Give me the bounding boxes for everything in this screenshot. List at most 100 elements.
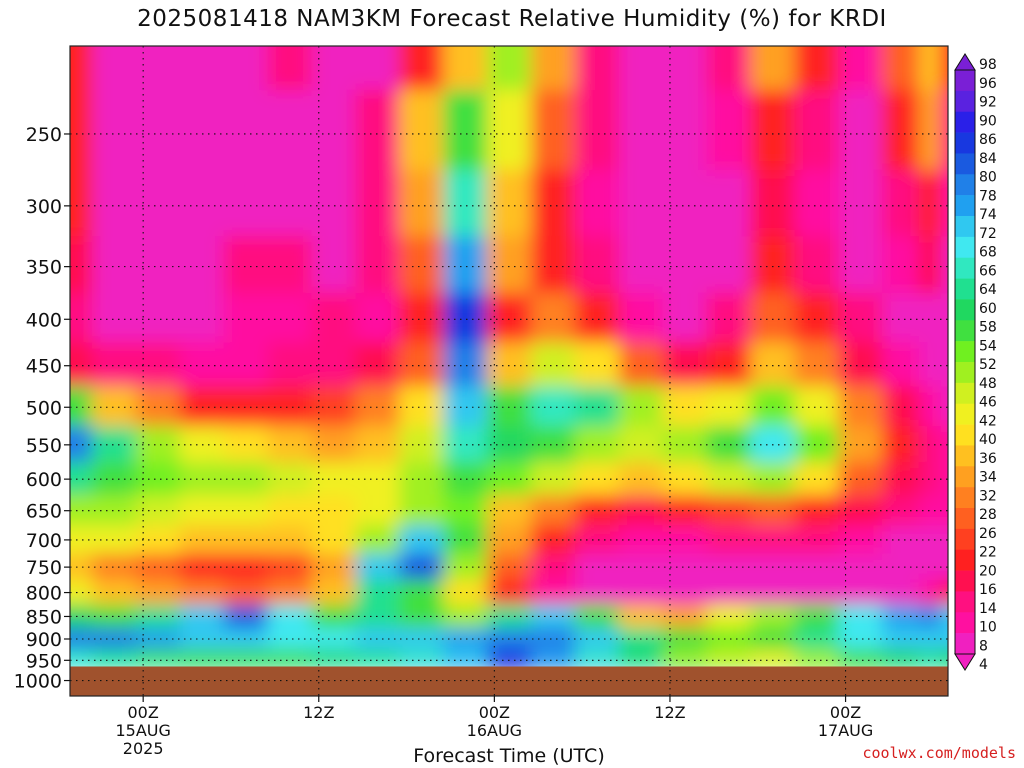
rh-cell [574,494,620,526]
rh-cell [399,627,444,651]
rh-cell [706,292,751,343]
rh-cell [794,169,839,237]
rh-cell [882,579,920,606]
rh-cell [355,426,400,463]
y-tick-label: 800 [26,583,62,605]
rh-cell [70,663,93,670]
rh-cell [267,46,312,91]
colorbar-label: 52 [979,357,997,373]
colorbar-label: 34 [979,470,997,486]
rh-cell [135,342,181,387]
rh-cell [940,553,948,581]
colorbar-label: 86 [979,132,997,148]
colorbar-bottom-arrow [954,653,976,671]
rh-cell [918,46,942,91]
rh-cell [838,342,883,387]
rh-cell [135,169,181,237]
rh-cell [530,46,576,91]
rh-cell [311,461,356,496]
y-tick-label: 650 [26,501,62,523]
rh-cell [443,494,488,526]
rh-cell [355,46,400,91]
colorbar-swatch [955,195,975,217]
pressure-axis: 2503003504004505005506006507007508008509… [14,124,70,693]
rh-cell [399,236,444,294]
rh-cell [355,663,400,670]
rh-cell [940,494,948,526]
rh-cell [838,426,883,463]
rh-cell [355,89,400,171]
rh-cell [223,604,269,629]
colorbar-swatch [955,278,975,300]
colorbar-swatch [955,257,975,279]
rh-cell [882,342,920,387]
colorbar-label: 14 [979,601,997,617]
rh-cell [443,649,488,664]
y-tick-label: 550 [26,435,62,457]
rh-cell [618,236,664,294]
rh-cell [882,236,920,294]
rh-cell [838,292,883,343]
rh-cell [918,292,942,343]
rh-cell [487,649,532,664]
rh-cell [267,292,312,343]
rh-cell [794,342,839,387]
rh-cell [794,426,839,463]
rh-cell [750,169,795,237]
rh-cell [574,461,620,496]
rh-cell [574,525,620,555]
rh-cell [267,89,312,171]
rh-cell [311,525,356,555]
rh-cell [706,494,751,526]
rh-cell [530,663,576,670]
rh-cell [70,89,93,171]
rh-cell [706,461,751,496]
rh-cell [662,46,708,91]
rh-cell [940,89,948,171]
rh-cell [399,386,444,427]
rh-cell [706,46,751,91]
rh-cell [399,292,444,343]
colorbar-label: 22 [979,545,997,561]
rh-cell [179,649,225,664]
rh-cell [70,426,93,463]
rh-cell [91,604,137,629]
rh-cell [750,386,795,427]
rh-cell [706,169,751,237]
rh-cell [355,494,400,526]
rh-cell [223,461,269,496]
rh-cell [706,579,751,606]
rh-cell [940,46,948,91]
rh-cell [618,89,664,171]
ground-below-surface [70,666,948,696]
rh-cell [311,649,356,664]
rh-cell [706,627,751,651]
colorbar-top-arrow [954,53,976,71]
colorbar-legend: 9896929086848078747268666460585452484642… [954,53,997,673]
rh-cell [179,461,225,496]
rh-cell [91,553,137,581]
rh-cell [794,236,839,294]
rh-cell [223,579,269,606]
rh-cell [223,553,269,581]
rh-cell [794,525,839,555]
rh-cell [794,461,839,496]
rh-cell [706,604,751,629]
rh-cell [618,342,664,387]
rh-cell [574,236,620,294]
colorbar-label: 28 [979,507,997,523]
colorbar-label: 48 [979,376,997,392]
rh-cell [70,46,93,91]
rh-cell [399,426,444,463]
rh-cell [91,525,137,555]
rh-cell [530,426,576,463]
rh-cell [838,236,883,294]
rh-cell [882,386,920,427]
x-axis-label: Forecast Time (UTC) [413,745,604,767]
rh-cell [487,169,532,237]
colorbar-swatch [955,153,975,175]
colorbar-label: 54 [979,338,997,354]
rh-cell [706,649,751,664]
colorbar-label: 20 [979,563,997,579]
